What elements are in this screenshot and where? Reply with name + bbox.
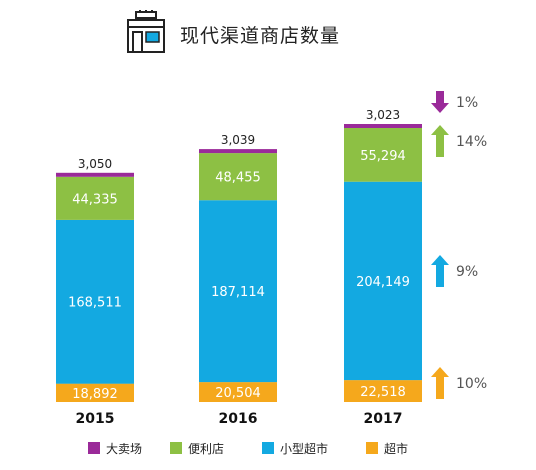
value-label: 168,511 bbox=[68, 296, 122, 311]
legend-label: 大卖场 bbox=[106, 442, 142, 456]
value-label: 20,504 bbox=[215, 386, 261, 401]
change-label: 1% bbox=[456, 95, 478, 111]
legend-label: 超市 bbox=[384, 441, 408, 456]
bar-segment-0-2017 bbox=[344, 380, 422, 402]
bar-segment-3-2015 bbox=[56, 172, 134, 177]
arrow-down-icon bbox=[431, 91, 449, 113]
value-label: 44,335 bbox=[72, 192, 118, 207]
legend-label: 便利店 bbox=[188, 442, 224, 456]
bar-segment-3-2017 bbox=[344, 124, 422, 128]
legend-swatch bbox=[262, 442, 274, 454]
chart-header: 现代渠道商店数量 bbox=[124, 10, 341, 58]
value-label: 48,455 bbox=[215, 171, 261, 186]
value-label: 18,892 bbox=[72, 387, 118, 402]
bar-segment-3-2016 bbox=[199, 149, 277, 154]
value-label: 3,050 bbox=[78, 157, 112, 171]
change-label: 14% bbox=[456, 134, 487, 150]
value-label: 3,039 bbox=[221, 133, 255, 147]
change-label: 10% bbox=[456, 376, 487, 392]
arrow-up-icon bbox=[431, 255, 449, 287]
arrow-up-icon bbox=[431, 125, 449, 157]
bar-segment-2-2016 bbox=[199, 153, 277, 201]
value-label: 3,023 bbox=[366, 108, 400, 122]
bar-segment-0-2015 bbox=[56, 383, 134, 402]
chart-title: 现代渠道商店数量 bbox=[180, 24, 341, 47]
value-label: 187,114 bbox=[211, 285, 265, 300]
legend-swatch bbox=[170, 442, 182, 454]
bar-segment-1-2016 bbox=[199, 200, 277, 383]
category-label: 2016 bbox=[219, 411, 258, 427]
bar-segment-0-2016 bbox=[199, 382, 277, 402]
legend-swatch bbox=[88, 442, 100, 454]
store-icon bbox=[124, 10, 168, 58]
legend-swatch bbox=[366, 442, 378, 454]
category-label: 2017 bbox=[364, 411, 403, 427]
change-label: 9% bbox=[456, 264, 478, 280]
bar-segment-2-2015 bbox=[56, 176, 134, 220]
value-label: 22,518 bbox=[360, 385, 406, 400]
arrow-up-icon bbox=[431, 367, 449, 399]
value-label: 204,149 bbox=[356, 275, 410, 290]
value-label: 55,294 bbox=[360, 149, 406, 164]
legend-label: 小型超市 bbox=[280, 441, 328, 456]
bar-segment-2-2017 bbox=[344, 128, 422, 182]
category-label: 2015 bbox=[76, 411, 115, 427]
bar-segment-1-2015 bbox=[56, 219, 134, 384]
bar-segment-1-2017 bbox=[344, 181, 422, 381]
